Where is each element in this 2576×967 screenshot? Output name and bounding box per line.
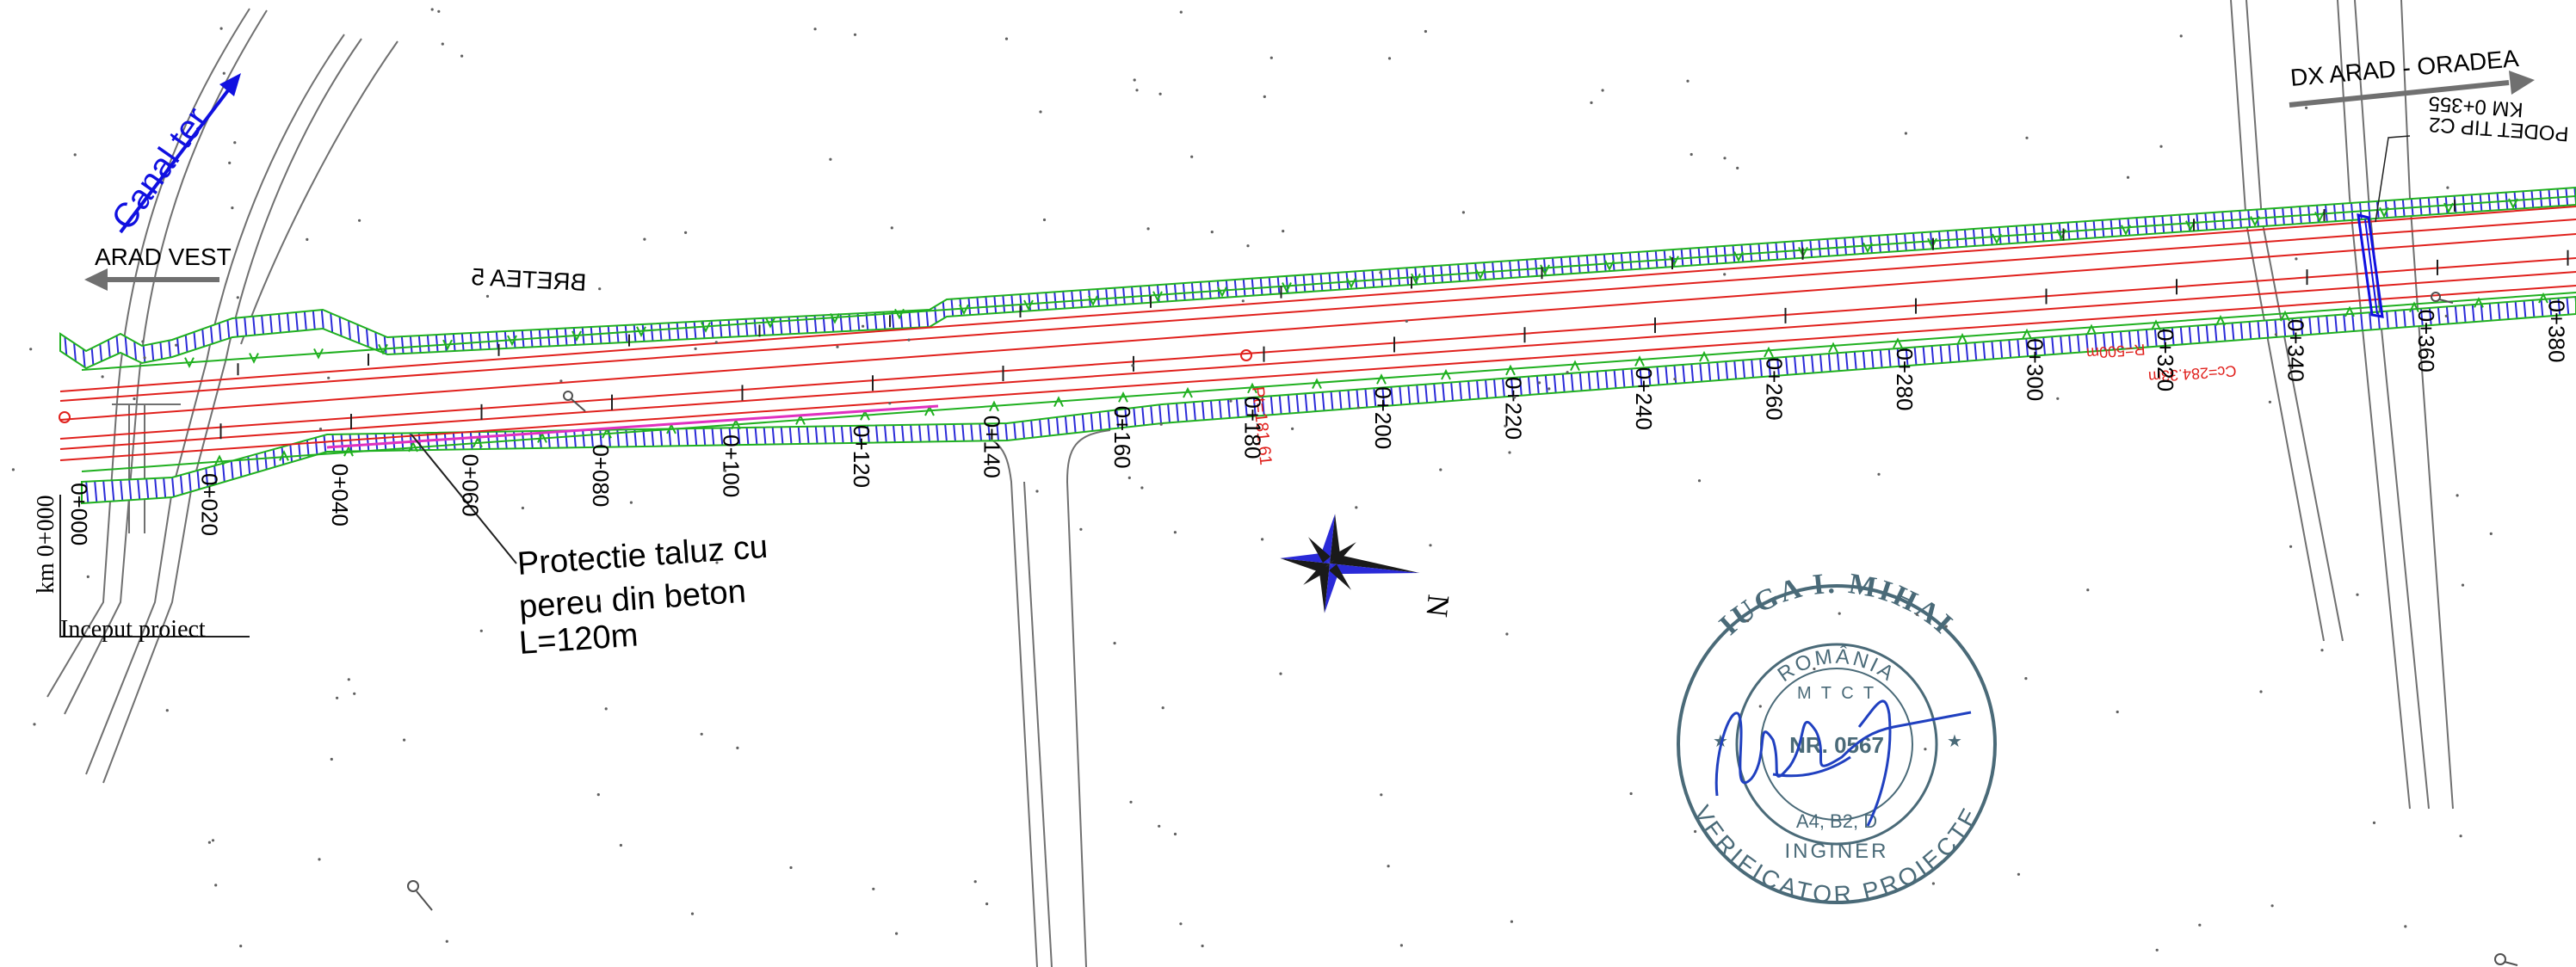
protection-note-line3: L=120m xyxy=(518,617,639,662)
side-road-linework xyxy=(954,429,1111,967)
chainage-label: 0+300 xyxy=(2023,338,2048,401)
stamp-categories: A4, B2, D xyxy=(1796,810,1877,832)
arad-vest-label: ARAD VEST xyxy=(95,243,232,270)
chainage-label: 0+180 xyxy=(1240,396,1266,459)
upper-slope-hatch xyxy=(59,186,2576,370)
stamp-ministry: M T C T xyxy=(1797,684,1876,703)
right-road-linework xyxy=(2230,0,2454,810)
chainage-label: 0+060 xyxy=(458,454,484,517)
culvert-symbol xyxy=(2357,135,2411,318)
chainage-label: 0+020 xyxy=(197,473,223,536)
signature xyxy=(1714,699,1972,827)
north-label: N xyxy=(1419,593,1455,619)
chainage-label: 0+320 xyxy=(2153,329,2178,391)
svg-text:ROMÂNIA: ROMÂNIA xyxy=(1774,645,1900,687)
dx-arrow xyxy=(2289,71,2535,108)
stamp-name: IUGA I. MIHAI xyxy=(1714,568,1957,642)
protection-leader xyxy=(411,434,517,564)
north-arrow-icon xyxy=(1280,514,1420,613)
chainage-label: 0+120 xyxy=(849,425,874,488)
survey-dots xyxy=(11,8,2493,952)
axis-ticks xyxy=(219,199,2569,440)
chainage-label: 0+000 xyxy=(66,483,92,545)
arad-vest-arrow xyxy=(84,268,219,291)
bretea-label: BRETEA 5 xyxy=(471,263,587,296)
km-start-label: km 0+000 xyxy=(33,495,59,594)
chainage-label: 0+140 xyxy=(979,416,1005,478)
chainage-label: 0+340 xyxy=(2283,319,2309,382)
lower-slope-hatch xyxy=(81,295,2576,505)
svg-text:IUGA I. MIHAI: IUGA I. MIHAI xyxy=(1714,568,1960,642)
engineer-stamp: IUGA I. MIHAI VERIFICATOR PROIECTE ROMÂN… xyxy=(1677,568,1997,908)
project-start-label: Inceput proiect xyxy=(60,616,206,643)
stamp-country: ROMÂNIA xyxy=(1774,645,1898,687)
chainage-label: 0+260 xyxy=(1762,358,1788,421)
chainage-label: 0+080 xyxy=(588,444,614,507)
chainage-label: 0+040 xyxy=(327,464,353,527)
chainage-label: 0+220 xyxy=(1501,377,1527,440)
svg-text:★: ★ xyxy=(1947,732,1962,751)
start-frame xyxy=(59,495,250,637)
chainage-label: 0+160 xyxy=(1109,406,1135,469)
chainage-labels: 0+000 0+020 0+040 0+060 0+080 0+100 0+120 0+140… xyxy=(66,299,2570,545)
chainage-label: 0+200 xyxy=(1370,386,1396,449)
axis-point-start xyxy=(59,411,71,423)
canal-linework xyxy=(46,8,398,784)
axis-point-pt xyxy=(1240,349,1252,361)
canal-arrow xyxy=(119,73,241,234)
chainage-label: 0+380 xyxy=(2544,299,2570,362)
chainage-label: 0+280 xyxy=(1892,348,1918,410)
survey-points xyxy=(407,292,2518,966)
chainage-label: 0+240 xyxy=(1631,367,1657,430)
canal-label: Canal ter xyxy=(104,101,215,237)
stamp-role1: INGINER xyxy=(1784,840,1888,863)
road-lines xyxy=(59,195,2576,472)
chainage-label: 0+100 xyxy=(719,434,744,497)
chainage-label: 0+360 xyxy=(2413,310,2439,373)
curve-radius-label: R=500m xyxy=(2085,341,2146,362)
